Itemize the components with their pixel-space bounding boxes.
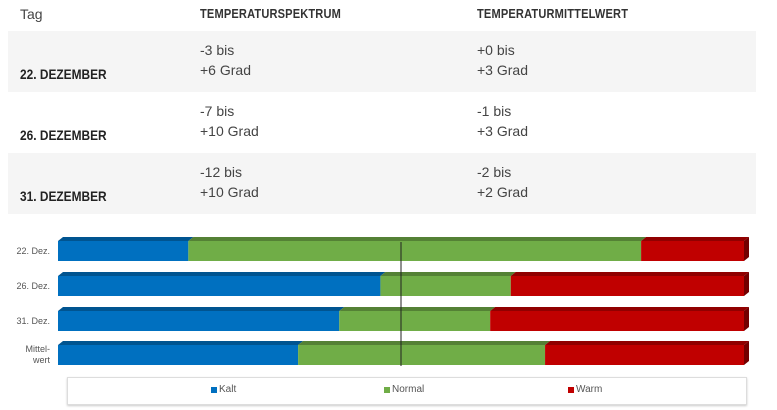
- bar-segment-kalt: [58, 241, 189, 261]
- table-header: Tag TEMPERATURSPEKTRUM TEMPERATURMITTELW…: [8, 0, 756, 31]
- bar-segment-warm: [490, 311, 744, 331]
- table-row: 22. DEZEMBER -3 bis +6 Grad +0 bis +3 Grad: [8, 31, 756, 92]
- legend-warm: Warm: [568, 384, 602, 395]
- day-cell: 26. DEZEMBER: [20, 127, 107, 143]
- legend-swatch: [384, 386, 390, 393]
- bar-top-face: [545, 341, 749, 345]
- table-row: 26. DEZEMBER -7 bis +10 Grad -1 bis +3 Gra…: [8, 92, 756, 153]
- bar-segment-warm: [641, 241, 744, 261]
- bar-segment-normal: [188, 241, 642, 261]
- bar-segment-kalt: [58, 345, 299, 365]
- category-label: Mittel-wert: [25, 344, 51, 365]
- mean-cell: -1 bis +3 Grad: [477, 103, 528, 139]
- table-row: 31. DEZEMBER -12 bis +10 Grad -2 bis +2 Gr…: [8, 153, 756, 214]
- range-cell: -7 bis +10 Grad: [200, 103, 259, 139]
- bar-segment-normal: [339, 311, 491, 331]
- bar-segment-kalt: [58, 311, 340, 331]
- category-label: 26. Dez.: [16, 280, 50, 291]
- mean-cell: -2 bis +2 Grad: [477, 164, 528, 200]
- bar-top-face: [490, 307, 749, 311]
- bar-top-face: [339, 307, 496, 311]
- chart-legend: Kalt Normal Warm: [67, 377, 747, 405]
- legend-normal: Normal: [384, 384, 424, 395]
- bar-top-face: [510, 272, 749, 276]
- bar-top-face: [58, 341, 304, 345]
- bar-segment-warm: [510, 276, 744, 296]
- bar-top-face: [188, 237, 647, 241]
- header-mean: TEMPERATURMITTELWERT: [477, 6, 629, 21]
- bar-top-face: [58, 237, 194, 241]
- stacked-bar-chart: [58, 237, 749, 366]
- bar-side-face: [744, 237, 749, 261]
- day-cell: 31. DEZEMBER: [20, 188, 107, 204]
- bar-segment-warm: [545, 345, 744, 365]
- bar-side-face: [744, 307, 749, 331]
- range-cell: -3 bis +6 Grad: [200, 42, 251, 78]
- bar-segment-normal: [380, 276, 511, 296]
- bar-side-face: [744, 272, 749, 296]
- forecast-table: Tag TEMPERATURSPEKTRUM TEMPERATURMITTELW…: [8, 0, 756, 214]
- bar-top-face: [380, 272, 516, 276]
- legend-kalt: Kalt: [211, 384, 236, 395]
- mean-cell: +0 bis +3 Grad: [477, 42, 528, 78]
- bar-top-face: [298, 341, 551, 345]
- bar-top-face: [641, 237, 749, 241]
- bar-top-face: [58, 307, 345, 311]
- legend-swatch: [211, 386, 217, 393]
- day-cell: 22. DEZEMBER: [20, 66, 107, 82]
- bar-side-face: [744, 341, 749, 365]
- bar-segment-kalt: [58, 276, 381, 296]
- category-label: 22. Dez.: [16, 245, 50, 256]
- header-day: Tag: [20, 6, 43, 22]
- legend-swatch: [568, 386, 574, 393]
- header-range: TEMPERATURSPEKTRUM: [200, 6, 341, 21]
- bar-top-face: [58, 272, 386, 276]
- bar-segment-normal: [298, 345, 546, 365]
- range-cell: -12 bis +10 Grad: [200, 164, 259, 200]
- category-label: 31. Dez.: [16, 315, 50, 326]
